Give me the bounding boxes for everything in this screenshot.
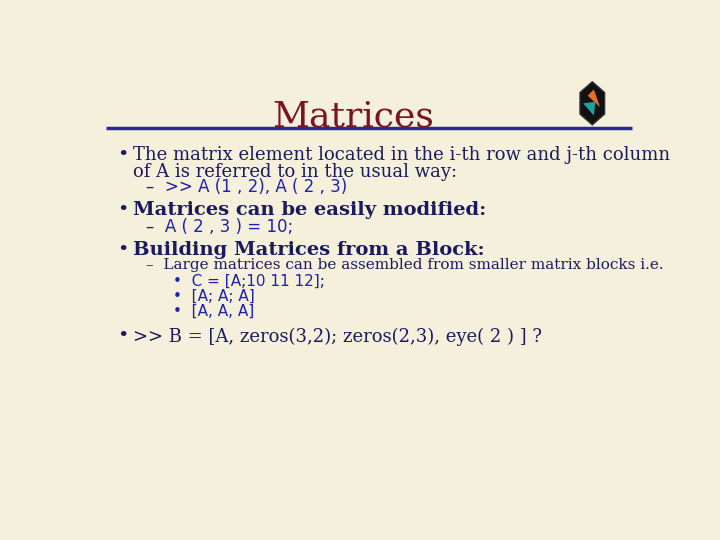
Text: •  C = [A;10 11 12];: • C = [A;10 11 12]; [173, 273, 325, 288]
Polygon shape [588, 90, 600, 107]
Polygon shape [580, 82, 605, 125]
Text: of A is referred to in the usual way:: of A is referred to in the usual way: [132, 163, 456, 180]
Text: •  [A; A; A]: • [A; A; A] [173, 289, 254, 304]
Text: •: • [117, 201, 129, 219]
Text: •: • [117, 327, 129, 346]
Text: >> B = [A, zeros(3,2); zeros(2,3), eye( 2 ) ] ?: >> B = [A, zeros(3,2); zeros(2,3), eye( … [132, 327, 541, 346]
Text: •: • [117, 146, 129, 164]
Polygon shape [583, 102, 595, 116]
Text: •: • [117, 241, 129, 259]
Text: The matrix element located in the i-th row and j-th column: The matrix element located in the i-th r… [132, 146, 670, 164]
Text: –  Large matrices can be assembled from smaller matrix blocks i.e.: – Large matrices can be assembled from s… [145, 258, 663, 272]
Text: –  A ( 2 , 3 ) = 10;: – A ( 2 , 3 ) = 10; [145, 218, 293, 236]
Text: –  >> A (1 , 2), A ( 2 , 3): – >> A (1 , 2), A ( 2 , 3) [145, 178, 347, 196]
Text: Matrices: Matrices [273, 99, 435, 133]
Text: Matrices can be easily modified:: Matrices can be easily modified: [132, 201, 486, 219]
Text: Building Matrices from a Block:: Building Matrices from a Block: [132, 241, 485, 259]
Text: •  [A, A, A]: • [A, A, A] [173, 304, 254, 319]
